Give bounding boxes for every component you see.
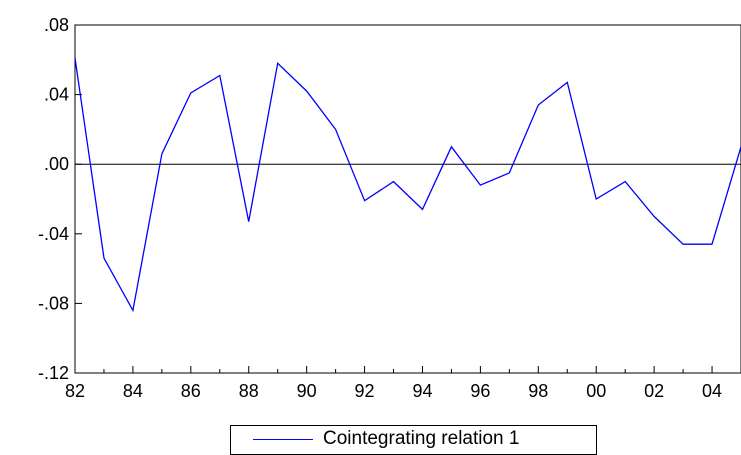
x-tick-label: 86 bbox=[181, 381, 201, 401]
x-tick-label: 98 bbox=[528, 381, 548, 401]
x-tick-label: 88 bbox=[239, 381, 259, 401]
y-tick-label: -.04 bbox=[38, 224, 69, 244]
x-tick-label: 02 bbox=[644, 381, 664, 401]
legend-line-swatch bbox=[253, 439, 313, 440]
x-tick-label: 96 bbox=[470, 381, 490, 401]
x-tick-label: 84 bbox=[123, 381, 143, 401]
x-tick-label: 92 bbox=[355, 381, 375, 401]
x-tick-label: 82 bbox=[65, 381, 85, 401]
legend-label: Cointegrating relation 1 bbox=[323, 428, 520, 449]
x-tick-label: 00 bbox=[586, 381, 606, 401]
y-tick-label: .00 bbox=[44, 154, 69, 174]
plot-frame bbox=[74, 24, 741, 374]
x-tick-label: 90 bbox=[297, 381, 317, 401]
y-tick-label: .04 bbox=[44, 85, 69, 105]
x-tick-label: 04 bbox=[702, 381, 722, 401]
legend: Cointegrating relation 1 bbox=[230, 425, 597, 455]
y-tick-label: -.08 bbox=[38, 293, 69, 313]
y-tick-label: -.12 bbox=[38, 363, 69, 383]
series-line bbox=[74, 58, 741, 313]
y-tick-label: .08 bbox=[44, 15, 69, 35]
x-tick-label: 94 bbox=[412, 381, 432, 401]
